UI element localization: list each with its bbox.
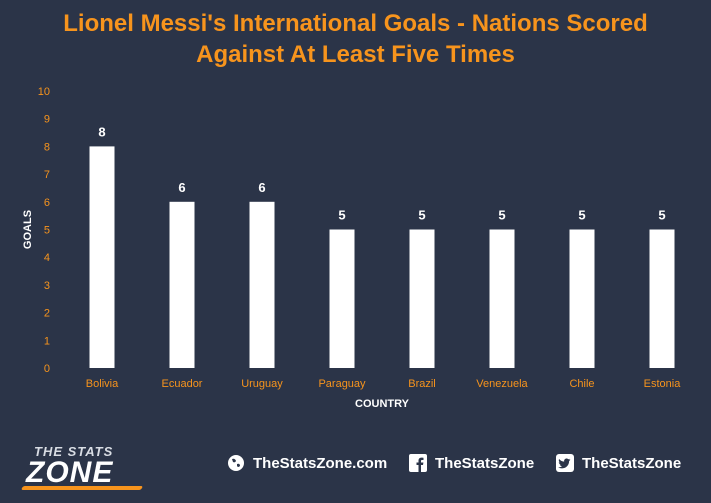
- twitter-label: TheStatsZone: [582, 454, 682, 472]
- the-stats-zone-logo: THE STATS ZONE: [20, 442, 162, 492]
- bar-estonia: [649, 229, 675, 368]
- data-label: 5: [578, 208, 585, 223]
- y-tick-label: 3: [44, 280, 50, 292]
- y-tick-label: 5: [44, 225, 50, 237]
- y-tick-label: 10: [38, 86, 50, 98]
- facebook-label: TheStatsZone: [435, 454, 535, 472]
- x-tick-label: Bolivia: [86, 378, 119, 390]
- x-tick-label: Chile: [569, 378, 594, 390]
- x-tick-label: Uruguay: [241, 378, 283, 390]
- footer: THE STATS ZONE TheStatsZone.com TheStats…: [0, 430, 711, 503]
- y-axis-title: GOALS: [22, 210, 34, 249]
- y-tick-label: 9: [44, 114, 50, 126]
- data-label: 5: [338, 208, 345, 223]
- y-tick-label: 8: [44, 141, 50, 153]
- twitter-icon: [556, 454, 574, 472]
- x-tick-label: Estonia: [644, 378, 682, 390]
- x-tick-label: Ecuador: [162, 378, 203, 390]
- x-tick-label: Brazil: [408, 378, 436, 390]
- y-tick-label: 4: [44, 252, 50, 264]
- chart-title-line-2: Against At Least Five Times: [196, 41, 515, 68]
- logo-swoosh: [20, 486, 144, 490]
- x-tick-label: Paraguay: [318, 378, 366, 390]
- facebook-link[interactable]: TheStatsZone: [409, 454, 534, 472]
- bar-chart: 0 1 2 3 4 5 6 7 8 9 10 8 Bolivia 6 Ecuador 6 Uruguay 5 Par…: [22, 86, 682, 410]
- data-label: 8: [98, 124, 105, 139]
- y-tick-label: 0: [44, 363, 50, 375]
- logo-text-bottom: ZONE: [26, 456, 114, 489]
- website-link[interactable]: TheStatsZone.com: [227, 454, 387, 472]
- x-axis-title: COUNTRY: [355, 398, 410, 410]
- chart-title: Lionel Messi's International Goals - Nat…: [0, 8, 711, 70]
- bar-ecuador: [169, 201, 195, 368]
- data-label: 5: [658, 208, 665, 223]
- facebook-icon: [409, 454, 427, 472]
- y-tick-label: 6: [44, 197, 50, 209]
- bar-chile: [569, 229, 595, 368]
- bar-brazil: [409, 229, 435, 368]
- data-label: 5: [418, 208, 425, 223]
- data-label: 6: [258, 180, 265, 195]
- data-label: 6: [178, 180, 185, 195]
- website-label: TheStatsZone.com: [253, 454, 388, 472]
- bar-venezuela: [489, 229, 515, 368]
- y-tick-label: 1: [44, 335, 50, 347]
- twitter-link[interactable]: TheStatsZone: [556, 454, 681, 472]
- chart-title-line-1: Lionel Messi's International Goals - Nat…: [63, 10, 648, 37]
- bar-paraguay: [329, 229, 355, 368]
- x-tick-label: Venezuela: [476, 378, 528, 390]
- bar-uruguay: [249, 201, 275, 368]
- y-tick-label: 7: [44, 169, 50, 181]
- logo-text-top: THE STATS: [34, 444, 114, 459]
- data-label: 5: [498, 208, 505, 223]
- y-tick-label: 2: [44, 308, 50, 320]
- globe-icon: [227, 454, 245, 472]
- bar-bolivia: [89, 146, 115, 368]
